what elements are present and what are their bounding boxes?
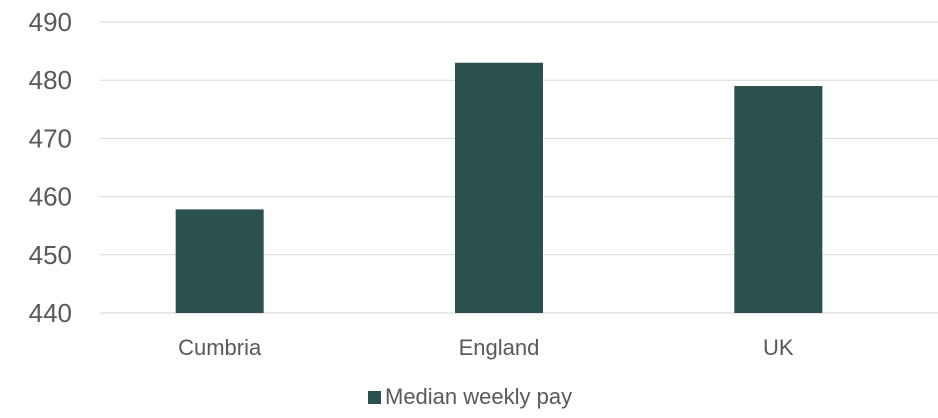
legend: Median weekly pay: [368, 384, 572, 409]
bar-cumbria: [175, 209, 264, 313]
y-tick-label: 440: [29, 298, 72, 328]
y-tick-label: 450: [29, 240, 72, 270]
x-tick-label: UK: [763, 335, 794, 360]
legend-swatch: [368, 391, 381, 404]
x-tick-label: Cumbria: [178, 335, 262, 360]
legend-label: Median weekly pay: [385, 384, 572, 409]
bar-england: [455, 62, 543, 313]
x-axis-ticks: Cumbria England UK: [178, 335, 794, 360]
y-tick-label: 480: [29, 65, 72, 95]
y-tick-label: 470: [29, 123, 72, 153]
y-tick-label: 490: [29, 7, 72, 37]
x-tick-label: England: [459, 335, 540, 360]
y-axis-ticks: 440 450 460 470 480 490: [29, 7, 72, 328]
bar-uk: [734, 86, 823, 314]
y-tick-label: 460: [29, 182, 72, 212]
bars: [175, 62, 823, 314]
